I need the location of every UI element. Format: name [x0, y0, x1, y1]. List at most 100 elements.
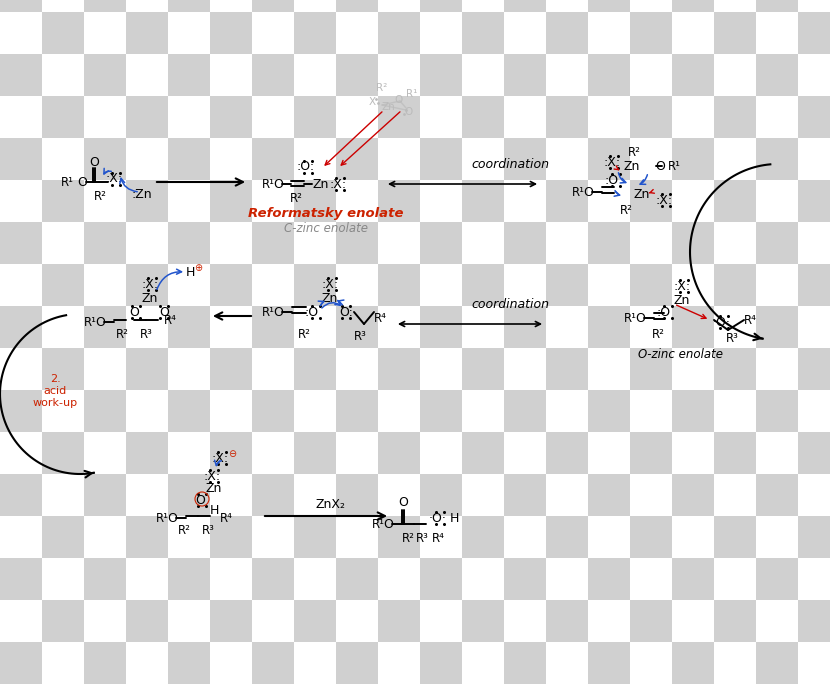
Bar: [0, 54, 42, 96]
Bar: [798, 516, 830, 558]
Text: H: H: [209, 503, 218, 516]
Bar: [462, 180, 504, 222]
Bar: [336, 558, 378, 600]
Bar: [378, 516, 420, 558]
Bar: [672, 222, 714, 264]
Text: R²: R²: [619, 204, 632, 217]
Bar: [378, 348, 420, 390]
Bar: [84, 54, 126, 96]
Bar: [378, 180, 420, 222]
Bar: [84, 306, 126, 348]
Text: R¹: R¹: [372, 518, 384, 531]
Text: coordination: coordination: [471, 157, 549, 170]
Text: R¹: R¹: [84, 315, 96, 328]
Text: R¹: R¹: [572, 185, 584, 198]
Bar: [420, 222, 462, 264]
Bar: [210, 432, 252, 474]
Bar: [168, 390, 210, 432]
Bar: [630, 180, 672, 222]
Text: ·O·: ·O·: [713, 315, 731, 328]
Text: ⊕: ⊕: [194, 263, 202, 273]
Text: :X:: :X:: [603, 155, 621, 168]
Text: :X:: :X:: [212, 451, 228, 464]
Text: :O: :O: [657, 306, 671, 319]
Bar: [126, 432, 168, 474]
Text: R⁴: R⁴: [164, 313, 177, 326]
Bar: [42, 12, 84, 54]
Bar: [252, 138, 294, 180]
Bar: [756, 390, 798, 432]
Text: :X:: :X:: [141, 278, 159, 291]
Text: O: O: [383, 518, 393, 531]
Bar: [588, 474, 630, 516]
Bar: [714, 180, 756, 222]
Bar: [294, 180, 336, 222]
Bar: [252, 222, 294, 264]
Bar: [462, 12, 504, 54]
Bar: [378, 600, 420, 642]
Bar: [420, 558, 462, 600]
Text: R²: R²: [94, 189, 106, 202]
Text: O-zinc enolate: O-zinc enolate: [637, 347, 722, 360]
Bar: [504, 222, 546, 264]
Bar: [714, 516, 756, 558]
Bar: [210, 180, 252, 222]
Text: R¹: R¹: [667, 159, 681, 172]
Text: O: O: [635, 311, 645, 324]
Bar: [42, 348, 84, 390]
Bar: [336, 222, 378, 264]
Bar: [210, 96, 252, 138]
Bar: [714, 12, 756, 54]
Text: R³: R³: [725, 332, 739, 345]
Bar: [462, 96, 504, 138]
Text: :O:: :O:: [297, 161, 315, 174]
Bar: [504, 474, 546, 516]
Text: R²: R²: [178, 523, 190, 536]
Text: O: O: [195, 493, 205, 506]
Text: O: O: [398, 495, 408, 508]
Text: O: O: [404, 107, 413, 117]
Bar: [462, 516, 504, 558]
Bar: [126, 264, 168, 306]
Bar: [126, 348, 168, 390]
Bar: [252, 390, 294, 432]
Bar: [84, 642, 126, 684]
Bar: [714, 432, 756, 474]
Text: O: O: [95, 315, 105, 328]
Text: O: O: [273, 306, 283, 319]
Text: O: O: [159, 306, 169, 319]
Bar: [42, 96, 84, 138]
Bar: [798, 12, 830, 54]
Bar: [84, 558, 126, 600]
Text: R²: R²: [298, 328, 310, 341]
Text: R¹: R¹: [261, 306, 275, 319]
Text: 2.: 2.: [50, 374, 61, 384]
Bar: [714, 96, 756, 138]
Bar: [420, 138, 462, 180]
Text: R⁴: R⁴: [744, 313, 756, 326]
Bar: [336, 390, 378, 432]
Bar: [336, 306, 378, 348]
Bar: [630, 516, 672, 558]
Text: C-zinc enolate: C-zinc enolate: [284, 222, 368, 235]
Text: Zn: Zn: [624, 159, 640, 172]
Bar: [252, 474, 294, 516]
Bar: [546, 96, 588, 138]
Bar: [378, 264, 420, 306]
Bar: [0, 390, 42, 432]
Text: R³: R³: [202, 523, 214, 536]
Text: coordination: coordination: [471, 298, 549, 311]
Bar: [756, 0, 798, 12]
Bar: [630, 432, 672, 474]
Bar: [504, 642, 546, 684]
Bar: [336, 54, 378, 96]
Text: R³: R³: [416, 531, 428, 544]
Text: R¹: R¹: [623, 311, 637, 324]
Bar: [168, 54, 210, 96]
Text: R²: R²: [652, 328, 665, 341]
Text: work-up: work-up: [32, 398, 77, 408]
Bar: [630, 96, 672, 138]
Text: O: O: [89, 155, 99, 168]
Text: R¹: R¹: [261, 178, 275, 191]
Bar: [588, 0, 630, 12]
